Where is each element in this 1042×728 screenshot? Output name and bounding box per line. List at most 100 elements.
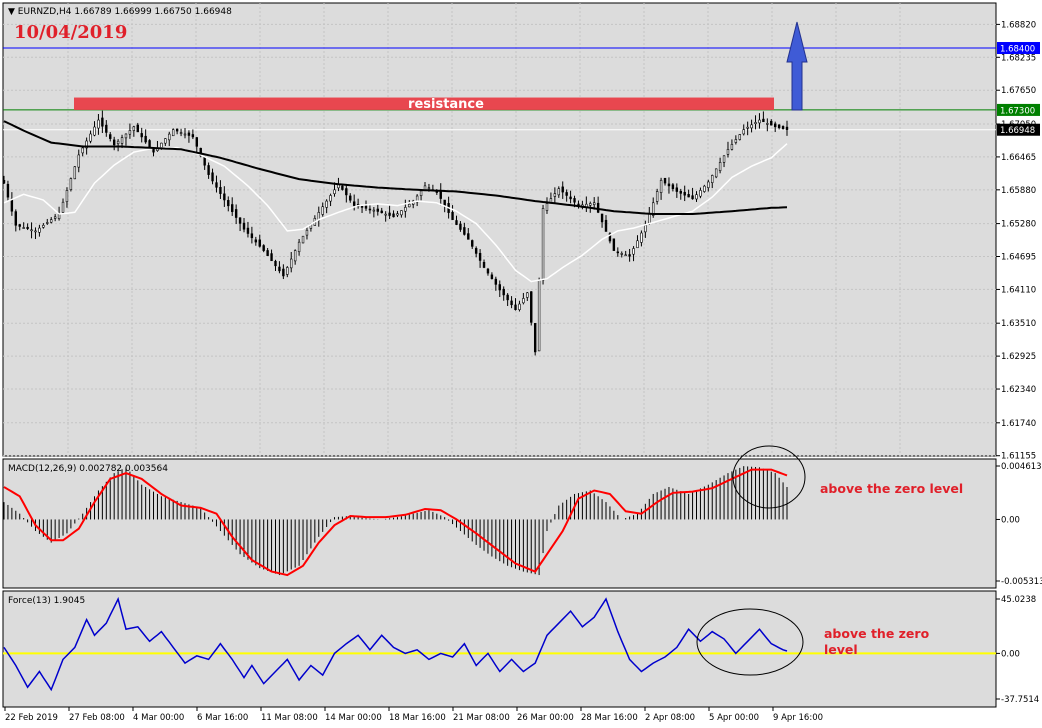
candle-body bbox=[396, 213, 399, 216]
time-tick-label: 27 Feb 08:00 bbox=[69, 713, 125, 723]
candle-body bbox=[368, 208, 372, 211]
time-tick-label: 22 Feb 2019 bbox=[5, 713, 58, 723]
candle-body bbox=[124, 133, 128, 139]
candle-body bbox=[61, 201, 65, 213]
candle-body bbox=[561, 186, 564, 193]
candle-body bbox=[329, 195, 332, 202]
candle-body bbox=[533, 323, 537, 353]
force-highlight-ellipse bbox=[696, 608, 804, 676]
candle-body bbox=[667, 183, 671, 187]
candle-body bbox=[526, 292, 529, 298]
moving-average-slow bbox=[3, 120, 788, 215]
candle-body bbox=[352, 201, 356, 206]
price-grid bbox=[3, 3, 996, 457]
candle-body bbox=[400, 210, 403, 216]
candle-body bbox=[219, 187, 222, 194]
candle-body bbox=[376, 208, 379, 212]
candle-body bbox=[132, 126, 136, 131]
moving-averages bbox=[3, 120, 788, 283]
candle-body bbox=[6, 183, 10, 198]
symbol-header: ▼ EURNZD,H4 1.66789 1.66999 1.66750 1.66… bbox=[8, 7, 232, 17]
candle-body bbox=[97, 119, 100, 129]
price-tick-label: 1.67650 bbox=[1001, 86, 1036, 96]
resistance-label: resistance bbox=[408, 97, 484, 112]
price-panel: 1.688201.682351.676501.670501.664651.658… bbox=[2, 2, 1040, 462]
candle-body bbox=[238, 217, 242, 224]
candle-body bbox=[738, 134, 741, 140]
candle-body bbox=[427, 187, 431, 190]
candle-body bbox=[246, 227, 250, 234]
time-tick-label: 28 Mar 16:00 bbox=[581, 713, 638, 723]
candle-body bbox=[109, 134, 112, 139]
candle-body bbox=[105, 124, 108, 133]
candle-body bbox=[467, 233, 470, 240]
candle-body bbox=[120, 137, 124, 144]
candle-body bbox=[282, 268, 285, 277]
price-tick-label: 1.68820 bbox=[1001, 20, 1036, 30]
candle-body bbox=[345, 188, 348, 196]
candle-body bbox=[101, 117, 104, 127]
candle-body bbox=[187, 132, 191, 136]
candle-body bbox=[42, 224, 45, 228]
candle-body bbox=[69, 178, 73, 191]
candle-body bbox=[404, 207, 407, 212]
candle-body bbox=[10, 198, 14, 212]
candle-body bbox=[419, 190, 423, 197]
price-tick-label: 1.64695 bbox=[1001, 253, 1036, 263]
candle-body bbox=[754, 122, 757, 124]
candle-body bbox=[451, 212, 454, 220]
candle-body bbox=[486, 268, 490, 274]
time-tick-label: 14 Mar 00:00 bbox=[325, 713, 382, 723]
force-index-line bbox=[3, 596, 788, 692]
candle-body bbox=[604, 219, 608, 232]
price-tick-label: 1.65280 bbox=[1001, 220, 1036, 230]
candle-body bbox=[227, 200, 230, 207]
price-tick-label: 1.61155 bbox=[1001, 452, 1036, 462]
candle-body bbox=[14, 211, 18, 226]
time-tick-label: 11 Mar 08:00 bbox=[261, 713, 318, 723]
resistance-zone-rect bbox=[74, 97, 774, 110]
candle-body bbox=[522, 298, 525, 304]
candle-body bbox=[573, 198, 576, 203]
macd-panel: 0.004613 0.00 -0.005313 MACD(12,26,9) 0.00… bbox=[2, 445, 1042, 589]
time-tick-label: 6 Mar 16:00 bbox=[197, 713, 248, 723]
candle-body bbox=[148, 140, 151, 148]
candle-body bbox=[443, 199, 446, 206]
candle-body bbox=[266, 250, 269, 256]
candle-body bbox=[711, 175, 714, 183]
candle-body bbox=[89, 133, 92, 142]
candle-body bbox=[510, 300, 513, 306]
candle-body bbox=[364, 205, 368, 209]
candle-body bbox=[628, 254, 631, 257]
dropdown-triangle-icon[interactable]: ▼ bbox=[8, 7, 18, 17]
candle-body bbox=[781, 126, 785, 129]
candle-body bbox=[392, 213, 395, 218]
candle-body bbox=[671, 184, 675, 190]
ohlc-values: 1.66789 1.66999 1.66750 1.66948 bbox=[74, 7, 232, 17]
candle-body bbox=[734, 139, 738, 143]
price-panel-bg bbox=[2, 2, 997, 457]
price-tick-label: 1.68235 bbox=[1001, 53, 1036, 63]
candle-body bbox=[293, 250, 297, 262]
candle-body bbox=[65, 190, 69, 203]
candle-body bbox=[171, 129, 175, 137]
candle-body bbox=[770, 120, 773, 126]
candle-body bbox=[648, 213, 651, 224]
price-tick-label: 1.62925 bbox=[1001, 352, 1036, 362]
candle-body bbox=[707, 181, 710, 188]
candle-body bbox=[565, 192, 568, 196]
price-tick-label: 1.64110 bbox=[1001, 285, 1036, 295]
candle-body bbox=[675, 187, 679, 192]
candle-body bbox=[679, 190, 682, 194]
candle-body bbox=[18, 224, 21, 227]
candle-body bbox=[553, 193, 557, 197]
candle-body bbox=[349, 195, 352, 201]
candle-body bbox=[746, 126, 749, 129]
candle-body bbox=[160, 142, 163, 148]
candle-body bbox=[415, 195, 419, 203]
candle-body bbox=[250, 233, 254, 239]
force-panel-bg bbox=[2, 590, 997, 708]
force-tick-label: 0.00 bbox=[1001, 649, 1020, 659]
candle-body bbox=[695, 194, 698, 200]
macd-annotation: above the zero level bbox=[820, 481, 963, 496]
